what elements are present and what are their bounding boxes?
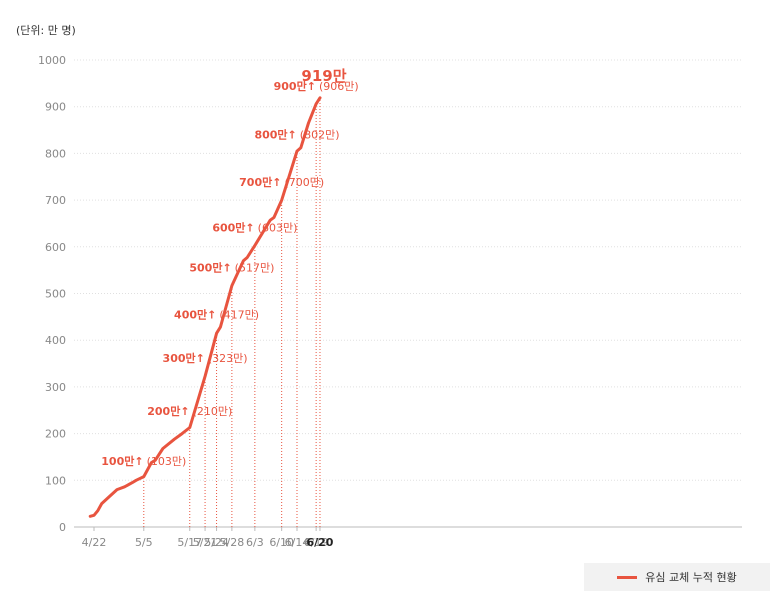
milestone-bold-text: 100만↑ [101,454,143,468]
series-line [88,96,322,518]
y-tick-label: 300 [45,381,66,394]
milestone-paren-text: (323만) [208,352,248,365]
milestone-bold-text: 800만↑ [254,127,296,141]
x-tick-label: 6/14 [285,536,310,549]
milestone-bold-text: 400만↑ [174,307,216,321]
x-tick-label: 6/20 [306,536,333,549]
milestone-bold-text: 700만↑ [239,175,281,189]
y-tick-label: 1000 [38,54,66,67]
unit-label: (단위: 만 명) [16,24,76,37]
milestone-bold-text: 300만↑ [163,351,205,365]
milestone-label: 400만↑ (417만) [174,307,259,321]
legend-swatch [617,575,638,579]
milestone-paren-text: (517만) [235,262,275,275]
x-tick-label: 6/3 [246,536,264,549]
milestone-label: 900만↑ (906만) [274,79,359,93]
milestone-bold-text: 600만↑ [212,220,254,234]
y-tick-label: 400 [45,334,66,347]
y-tick-label: 800 [45,147,66,160]
milestone-paren-text: (802만) [300,128,340,141]
milestone-paren-text: (906만) [319,80,359,93]
end-value-label: 919만 [301,67,346,85]
y-tick-label: 200 [45,428,66,441]
milestone-paren-text: (603만) [258,221,298,234]
legend-label: 유심 교체 누적 현황 [645,571,737,584]
x-tick-label: 6/19 [304,536,329,549]
x-tick-label: 5/28 [220,536,245,549]
milestone-label: 200만↑ (210만) [147,404,232,418]
milestone-bold-text: 200만↑ [147,404,189,418]
y-tick-label: 0 [59,521,66,534]
milestone-label: 500만↑ (517만) [189,261,274,275]
milestone-label: 600만↑ (603만) [212,220,297,234]
y-tick-label: 900 [45,101,66,114]
y-tick-label: 100 [45,474,66,487]
milestone-label: 100만↑ (103만) [101,454,186,468]
legend: 유심 교체 누적 현황 [584,563,770,591]
x-tick-label: 4/22 [82,536,107,549]
milestone-paren-text: (700만) [284,176,324,189]
x-tick-label: 6/10 [269,536,294,549]
milestone-bold-text: 500만↑ [189,261,231,275]
y-tick-label: 600 [45,241,66,254]
milestone-label: 800만↑ (802만) [254,127,339,141]
y-tick-label: 700 [45,194,66,207]
x-tick-label: 5/24 [204,536,229,549]
milestone-bold-text: 900만↑ [274,79,316,93]
x-tick-label: 5/21 [193,536,218,549]
y-tick-label: 500 [45,288,66,301]
x-tick-label: 5/5 [135,536,153,549]
milestone-paren-text: (417만) [219,308,259,321]
milestone-label: 300만↑ (323만) [163,351,248,365]
x-tick-label: 5/17 [177,536,202,549]
milestone-paren-text: (103만) [147,455,187,468]
milestone-paren-text: (210만) [193,405,233,418]
milestone-label: 700만↑ (700만) [239,175,324,189]
